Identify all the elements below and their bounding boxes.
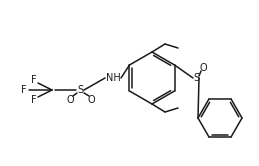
Text: O: O: [87, 95, 95, 105]
Text: F: F: [21, 85, 27, 95]
Text: S: S: [193, 73, 199, 83]
Text: O: O: [199, 63, 207, 73]
Text: F: F: [31, 75, 37, 85]
Text: O: O: [66, 95, 74, 105]
Text: S: S: [77, 85, 83, 95]
Text: NH: NH: [106, 73, 120, 83]
Text: F: F: [31, 95, 37, 105]
